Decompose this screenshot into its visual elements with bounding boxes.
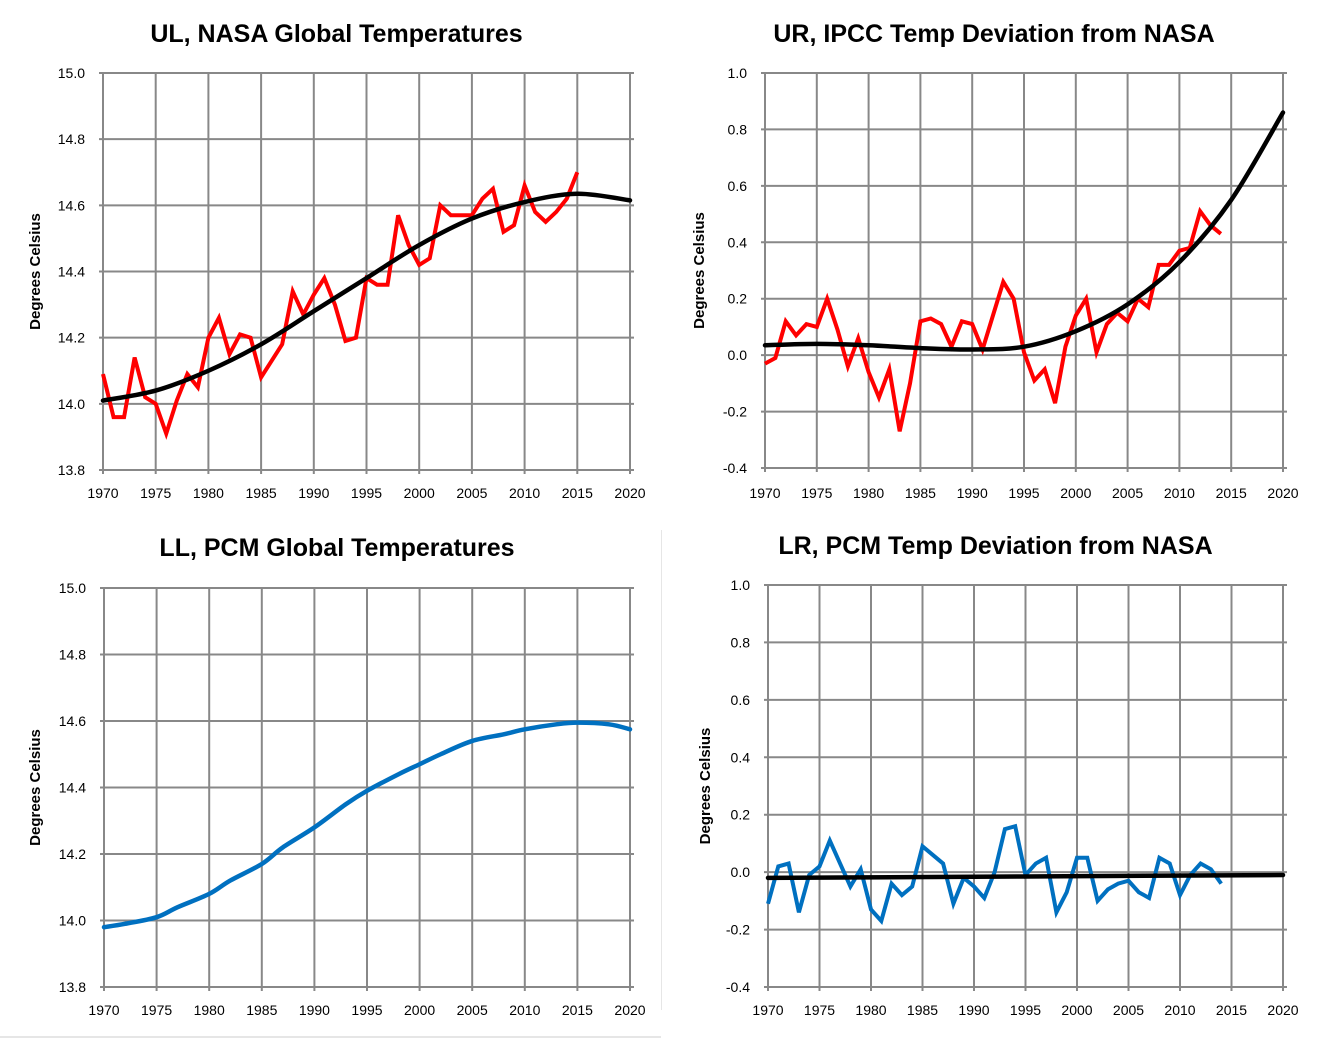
x-tick-label: 1990 [958, 1002, 989, 1018]
chart-ur: UR, IPCC Temp Deviation from NASA Degrees… [661, 0, 1322, 520]
y-tick-label: 0.2 [728, 291, 748, 307]
series-line-pcm-deviation-trend [765, 872, 1286, 881]
panel-divider-bottom [0, 1036, 661, 1038]
y-tick-label: 13.8 [59, 979, 86, 995]
x-tick-label: 1980 [853, 485, 884, 501]
y-axis-label: Degrees Celsius [697, 728, 714, 845]
y-tick-label: 0.8 [728, 121, 748, 137]
y-tick-label: 0.0 [728, 347, 748, 363]
y-tick-label: 0.6 [731, 692, 751, 708]
chart-title: LR, PCM Temp Deviation from NASA [778, 532, 1212, 560]
chart-title: LL, PCM Global Temperatures [159, 534, 514, 562]
x-tick-label: 2000 [1061, 1002, 1092, 1018]
y-tick-label: 15.0 [58, 65, 85, 81]
x-tick-label: 2000 [404, 1002, 435, 1018]
x-tick-label: 2020 [1267, 485, 1298, 501]
x-tick-label: 2005 [457, 1002, 488, 1018]
x-tick-label: 1980 [193, 485, 224, 501]
y-tick-label: 14.4 [59, 780, 86, 796]
x-tick-label: 1990 [299, 1002, 330, 1018]
x-tick-label: 1990 [298, 485, 329, 501]
x-tick-label: 2010 [1164, 1002, 1195, 1018]
x-tick-label: 1995 [1010, 1002, 1041, 1018]
y-tick-label: 0.4 [731, 749, 751, 765]
chart-svg-ll: LL, PCM Global Temperatures Degrees Celsi… [27, 534, 646, 1018]
y-tick-label: 14.2 [59, 846, 86, 862]
series-line-nasa-annual [101, 171, 580, 440]
x-tick-label: 2010 [509, 1002, 540, 1018]
x-tick-label: 2020 [614, 485, 645, 501]
x-tick-label: 1970 [88, 1002, 119, 1018]
x-tick-label: 1985 [905, 485, 936, 501]
y-tick-label: 14.0 [59, 913, 86, 929]
chart-title: UR, IPCC Temp Deviation from NASA [773, 20, 1214, 48]
y-tick-label: 13.8 [58, 462, 85, 478]
series-line-ipcc-deviation [764, 206, 1223, 432]
y-tick-label: 0.0 [731, 864, 751, 880]
y-tick-label: 14.4 [58, 264, 85, 280]
x-tick-label: 1995 [1008, 485, 1039, 501]
y-tick-label: 14.0 [58, 396, 85, 412]
x-tick-label: 1975 [141, 1002, 172, 1018]
x-tick-label: 1985 [246, 485, 277, 501]
y-tick-label: -0.4 [723, 460, 747, 476]
x-tick-label: 2015 [562, 1002, 593, 1018]
y-axis-label: Degrees Celsius [691, 212, 708, 329]
y-tick-label: 14.6 [59, 713, 86, 729]
y-tick-label: -0.4 [726, 979, 750, 995]
x-tick-label: 1970 [749, 485, 780, 501]
chart-svg-ur: UR, IPCC Temp Deviation from NASA Degrees… [691, 20, 1299, 501]
y-tick-label: -0.2 [723, 404, 747, 420]
x-tick-label: 1995 [351, 485, 382, 501]
y-tick-label: 14.2 [58, 330, 85, 346]
chart-svg-lr: LR, PCM Temp Deviation from NASA Degrees … [697, 532, 1299, 1018]
x-tick-label: 1980 [855, 1002, 886, 1018]
y-axis-label: Degrees Celsius [27, 729, 44, 846]
x-tick-label: 2000 [1060, 485, 1091, 501]
y-axis-label: Degrees Celsius [27, 213, 44, 330]
x-tick-label: 1975 [804, 1002, 835, 1018]
x-tick-label: 2005 [1112, 485, 1143, 501]
x-tick-label: 2015 [1216, 1002, 1247, 1018]
chart-svg-ul: UL, NASA Global Temperatures Degrees Cels… [27, 20, 646, 501]
y-tick-label: 1.0 [731, 577, 751, 593]
y-tick-label: 0.2 [731, 807, 751, 823]
chart-lr: LR, PCM Temp Deviation from NASA Degrees … [661, 518, 1322, 1038]
x-tick-label: 2010 [509, 485, 540, 501]
y-tick-label: 15.0 [59, 580, 86, 596]
series-line-nasa-trend [100, 191, 633, 403]
x-tick-label: 1975 [140, 485, 171, 501]
x-tick-label: 1970 [752, 1002, 783, 1018]
x-tick-label: 2005 [1113, 1002, 1144, 1018]
x-tick-label: 1990 [957, 485, 988, 501]
series-line-pcm [101, 720, 633, 930]
x-tick-label: 1980 [194, 1002, 225, 1018]
y-tick-label: 14.6 [58, 197, 85, 213]
y-tick-label: 14.8 [58, 131, 85, 147]
x-tick-label: 2005 [456, 485, 487, 501]
x-tick-label: 2015 [562, 485, 593, 501]
x-tick-label: 1970 [87, 485, 118, 501]
y-tick-label: 0.6 [728, 178, 748, 194]
series-line-ipcc-trend [762, 110, 1286, 352]
y-tick-label: 14.8 [59, 647, 86, 663]
x-tick-label: 1975 [801, 485, 832, 501]
x-tick-label: 1985 [907, 1002, 938, 1018]
x-tick-label: 2020 [1267, 1002, 1298, 1018]
y-tick-label: -0.2 [726, 922, 750, 938]
chart-ll: LL, PCM Global Temperatures Degrees Celsi… [0, 518, 661, 1038]
x-tick-label: 2020 [614, 1002, 645, 1018]
y-tick-label: 0.8 [731, 634, 751, 650]
panel-divider-vertical [661, 530, 662, 1010]
x-tick-label: 1995 [351, 1002, 382, 1018]
x-tick-label: 2000 [404, 485, 435, 501]
x-tick-label: 1985 [246, 1002, 277, 1018]
y-tick-label: 0.4 [728, 234, 748, 250]
x-tick-label: 2015 [1216, 485, 1247, 501]
chart-title: UL, NASA Global Temperatures [150, 20, 522, 48]
chart-ul: UL, NASA Global Temperatures Degrees Cels… [0, 0, 661, 520]
x-tick-label: 2010 [1164, 485, 1195, 501]
y-tick-label: 1.0 [728, 65, 748, 81]
